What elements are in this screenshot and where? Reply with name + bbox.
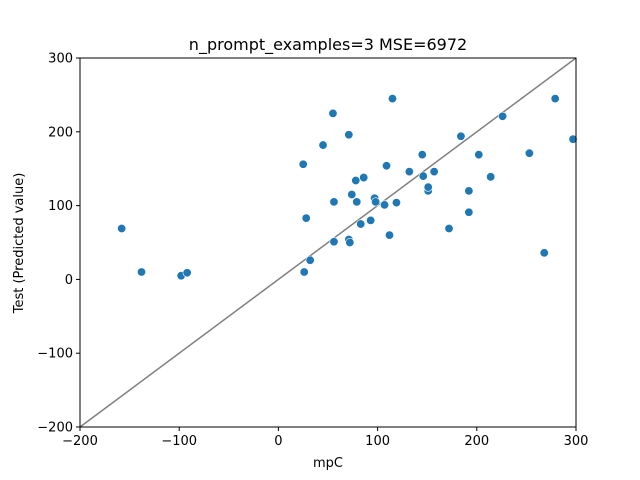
data-point [387, 94, 397, 104]
data-point [344, 130, 354, 140]
data-point [464, 207, 474, 217]
data-point [382, 161, 392, 171]
data-point [568, 134, 578, 144]
y-tick-label: 200 [48, 125, 73, 140]
data-point [318, 140, 328, 150]
x-tick-label: 200 [464, 434, 489, 449]
data-point [524, 148, 534, 158]
data-point [423, 182, 433, 192]
data-point [385, 230, 395, 240]
identity-line [79, 57, 577, 428]
data-point [351, 176, 361, 186]
data-point [539, 248, 549, 258]
chart-title: n_prompt_examples=3 MSE=6972 [189, 35, 467, 55]
data-point [429, 167, 439, 177]
data-point [550, 94, 560, 104]
data-point [418, 171, 428, 181]
data-point [301, 213, 311, 223]
x-tick-label: 0 [274, 434, 282, 449]
y-tick-label: 100 [48, 199, 73, 214]
plot-area: −200 −100 0 100 200 300 −200 −100 0 100 200 300 [37, 52, 588, 450]
data-point [371, 197, 381, 207]
data-point [345, 238, 355, 248]
data-point [444, 223, 454, 233]
plot-frame [79, 57, 577, 428]
data-point [117, 223, 127, 233]
data-point [391, 198, 401, 208]
data-point [498, 111, 508, 121]
data-point [366, 215, 376, 225]
x-axis-label: mpC [313, 456, 343, 471]
data-point [486, 172, 496, 182]
data-point [137, 267, 147, 277]
x-tick-label: 100 [365, 434, 390, 449]
data-point [305, 255, 315, 265]
data-point [182, 268, 192, 278]
x-tick-label: −100 [161, 434, 197, 449]
data-point [328, 108, 338, 118]
y-tick-label: 0 [65, 273, 73, 288]
y-tick-label: −100 [37, 347, 73, 362]
data-point [347, 190, 357, 200]
data-point [417, 150, 427, 160]
x-tick-label: −200 [62, 434, 98, 449]
data-point [456, 131, 466, 141]
x-tick-label: 300 [564, 434, 589, 449]
y-axis-label: Test (Predicted value) [12, 173, 27, 315]
data-point [329, 197, 339, 207]
data-point [359, 173, 369, 183]
data-point [298, 159, 308, 169]
data-point [404, 167, 414, 177]
data-point [474, 150, 484, 160]
data-point [299, 267, 309, 277]
data-point [329, 237, 339, 247]
data-point [356, 219, 366, 229]
y-tick-label: 300 [48, 52, 73, 67]
data-point [464, 186, 474, 196]
data-point [352, 197, 362, 207]
data-point [380, 200, 390, 210]
y-tick-label: −200 [37, 421, 73, 436]
